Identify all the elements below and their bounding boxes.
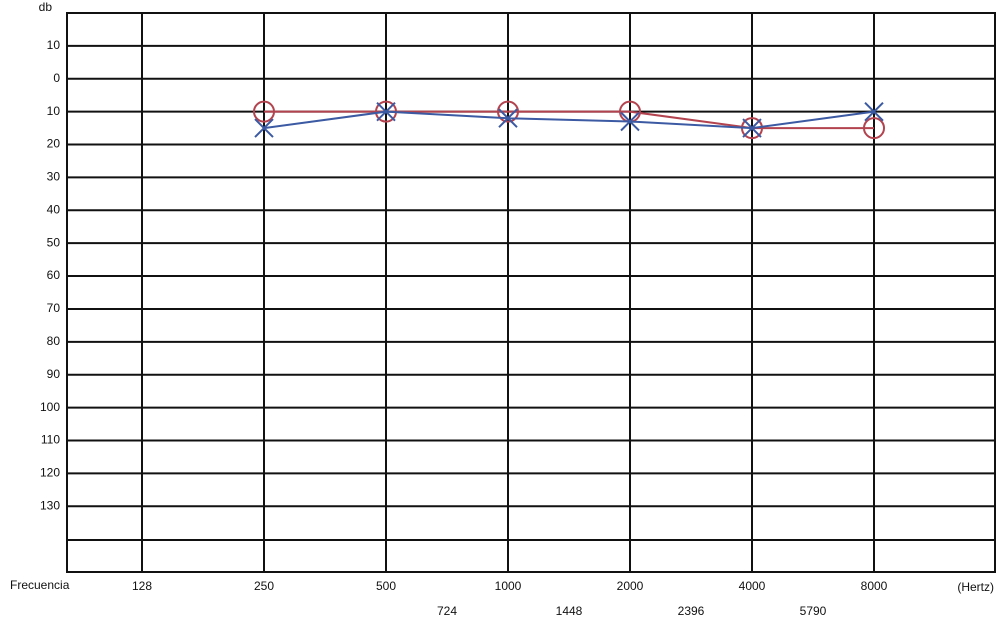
y-tick-label: 30 [47, 170, 61, 184]
marker-x [864, 101, 884, 122]
x-tick-label: 2000 [617, 579, 644, 593]
x-mid-label: 724 [437, 604, 457, 618]
plot-frame [66, 12, 996, 573]
x-tick-label: 4000 [739, 579, 766, 593]
x-tick-label: 8000 [861, 579, 888, 593]
y-tick-label: 90 [47, 367, 61, 381]
x-tick-label: 500 [376, 579, 396, 593]
y-tick-label: 0 [53, 71, 60, 85]
x-tick-label: 128 [132, 579, 152, 593]
marker-x [620, 111, 640, 132]
marker-x [498, 108, 518, 128]
marker-circle [497, 100, 519, 123]
x-axis-unit: (Hertz) [957, 580, 994, 594]
marker-x [742, 118, 762, 138]
x-mid-label: 1448 [556, 604, 583, 618]
y-axis-label: db [39, 0, 53, 14]
marker-circle [253, 100, 275, 123]
y-tick-label: 70 [47, 301, 61, 315]
y-tick-label: 40 [47, 202, 61, 216]
series-line [263, 110, 875, 130]
x-mid-label: 5790 [800, 604, 827, 618]
x-axis-label: Frecuencia [10, 578, 70, 592]
x-mid-label: 2396 [678, 604, 705, 618]
y-tick-label: 10 [47, 104, 61, 118]
y-tick-label: 80 [47, 334, 61, 348]
y-tick-label: 20 [47, 137, 61, 151]
x-tick-label: 1000 [495, 579, 522, 593]
marker-x [254, 118, 274, 138]
y-tick-label: 130 [40, 498, 60, 512]
series-line [264, 110, 874, 130]
y-tick-label: 50 [47, 235, 61, 249]
marker-circle [863, 117, 885, 140]
y-tick-label: 60 [47, 268, 61, 282]
y-tick-label: 110 [41, 433, 60, 447]
y-tick-label: 120 [40, 466, 60, 480]
marker-x [376, 101, 396, 122]
x-tick-label: 250 [254, 579, 274, 593]
y-tick-label: 100 [40, 400, 60, 414]
y-tick-label: 10 [47, 38, 61, 52]
